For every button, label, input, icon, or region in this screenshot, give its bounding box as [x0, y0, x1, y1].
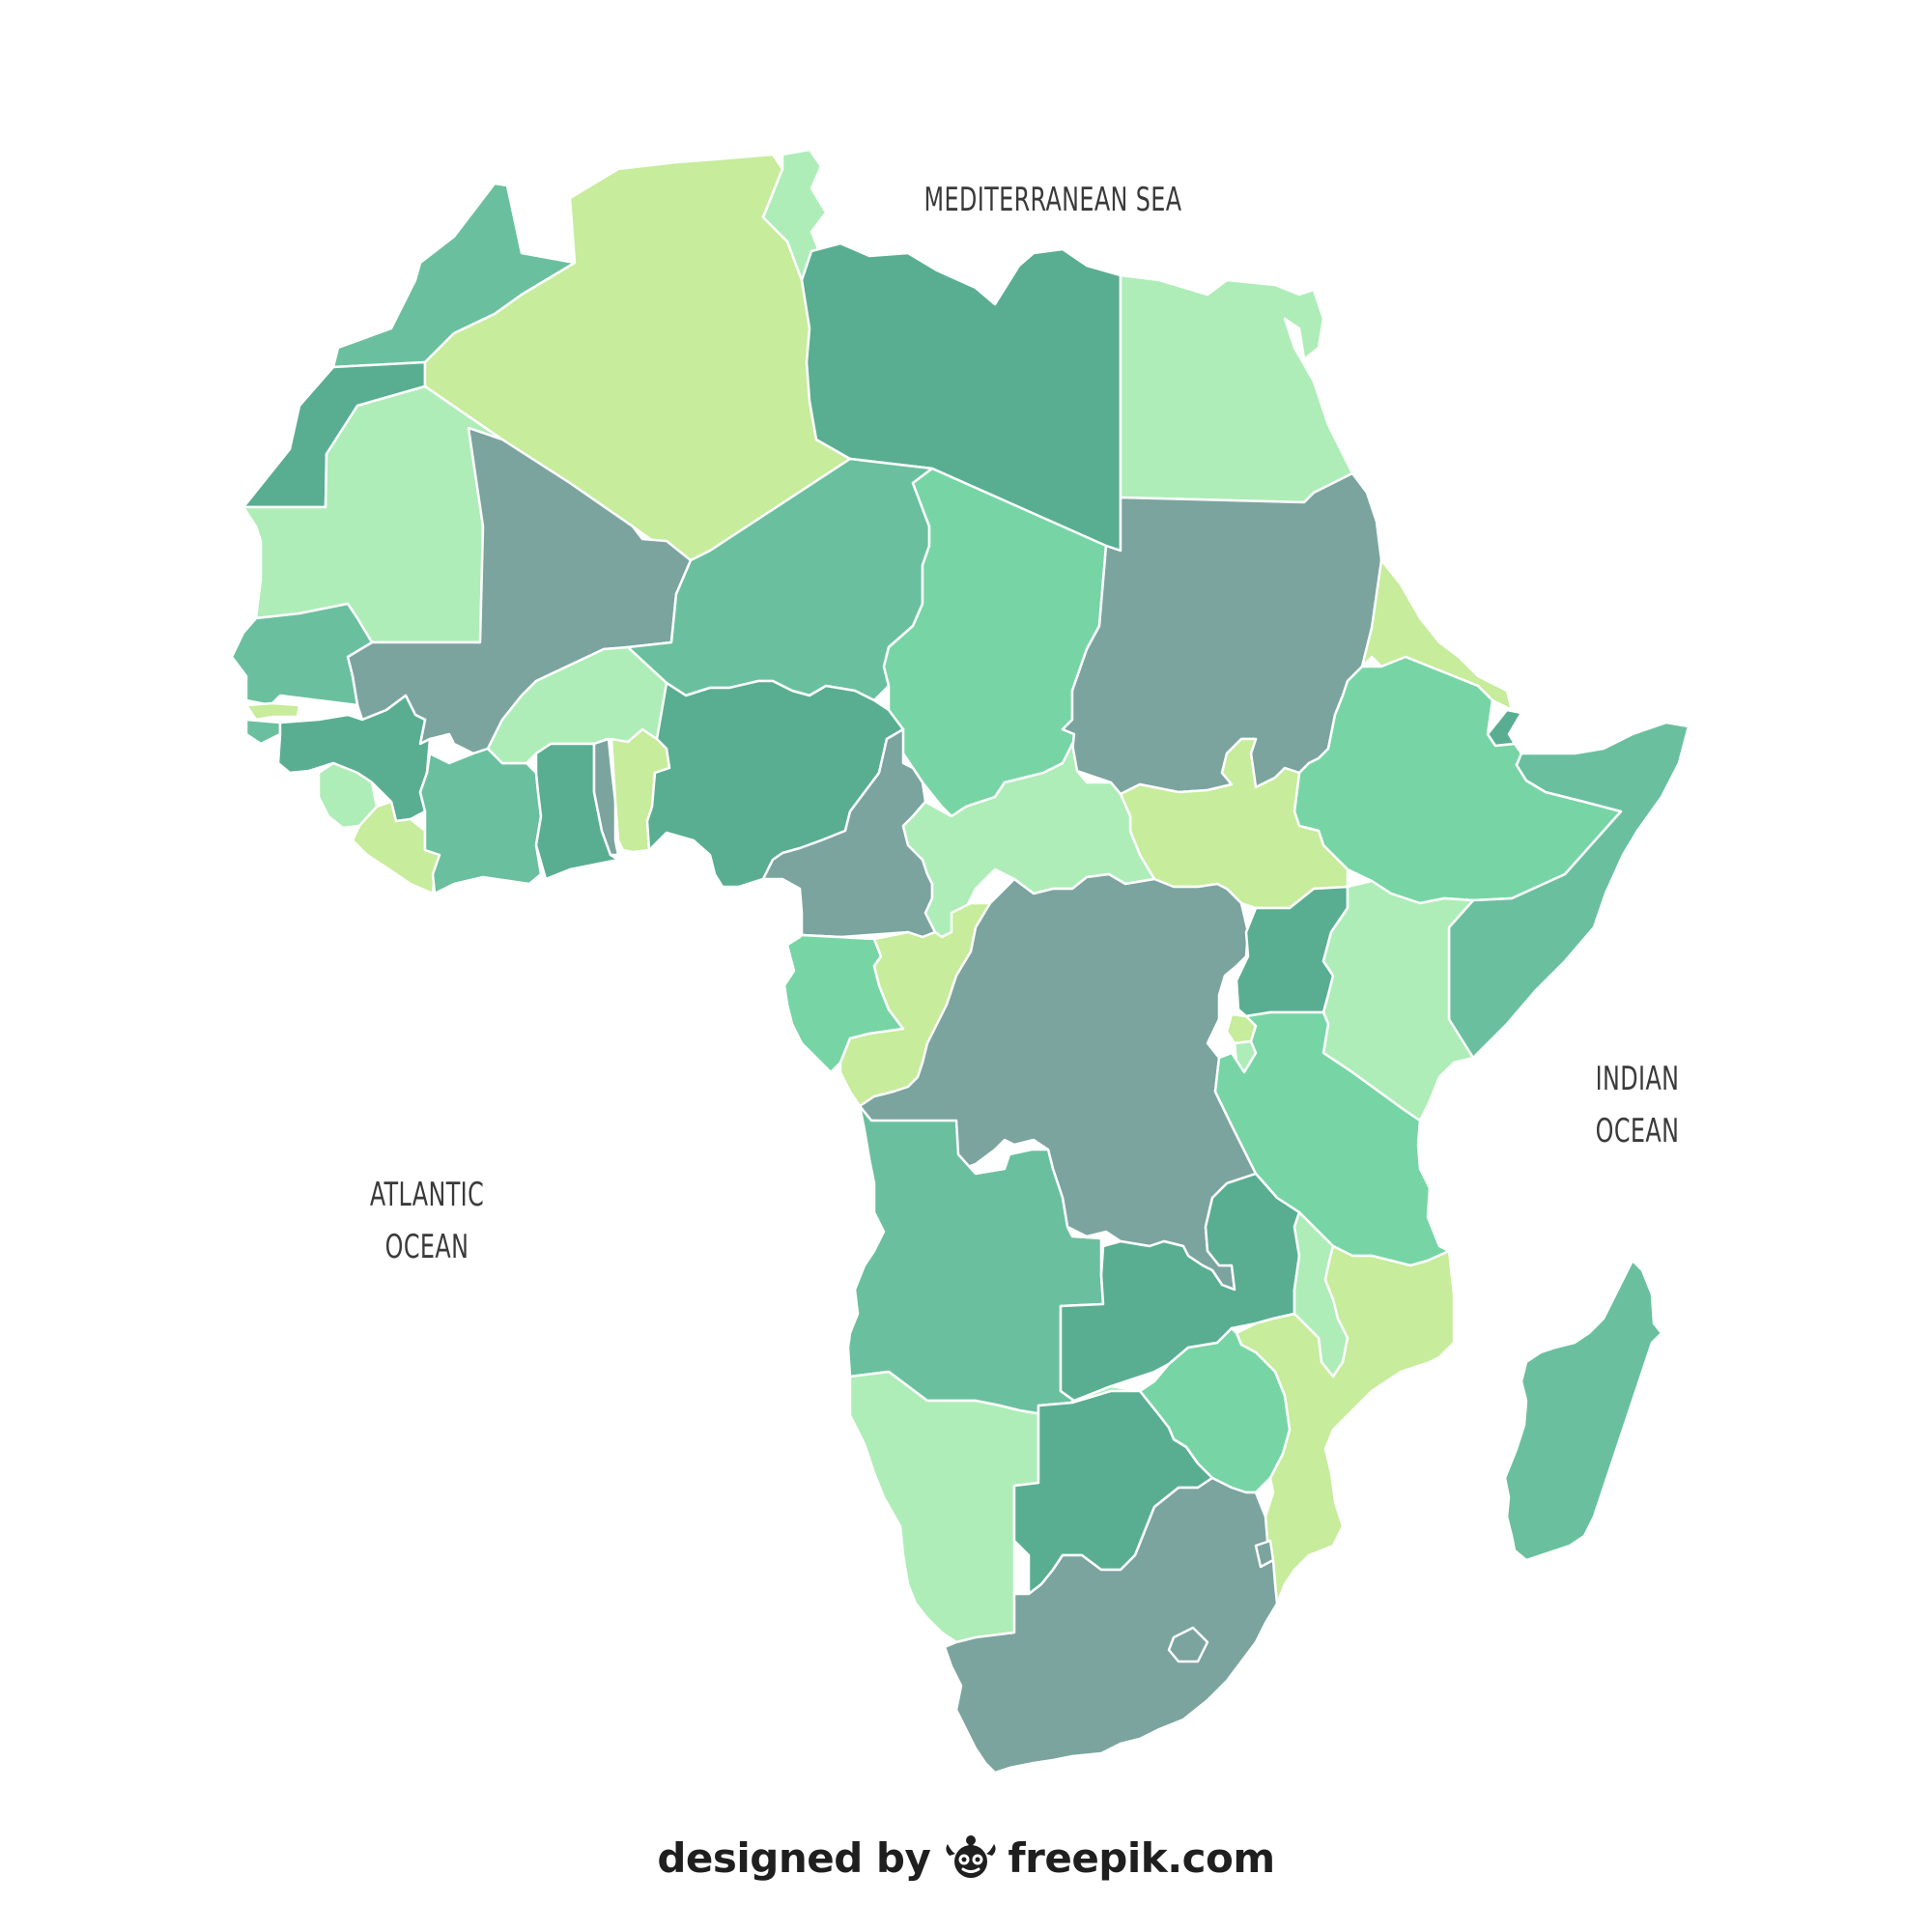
indian-ocean-line2: OCEAN — [1595, 1112, 1680, 1151]
country-namibia — [848, 1370, 1142, 1644]
attribution-credit: designed by freepik.com — [0, 1831, 1932, 1885]
country-togo — [592, 737, 620, 857]
country-cote-divoire — [418, 747, 543, 895]
atlantic-ocean-line1: ATLANTIC — [369, 1176, 485, 1214]
country-lesotho — [1167, 1626, 1209, 1663]
country-south-africa — [943, 1476, 1279, 1775]
country-egypt — [1119, 273, 1354, 504]
atlantic-ocean-label: ATLANTIC OCEAN — [329, 1169, 526, 1273]
atlantic-ocean-line2: OCEAN — [384, 1228, 469, 1266]
indian-ocean-line1: INDIAN — [1595, 1060, 1680, 1098]
country-senegal — [230, 602, 374, 707]
country-eswatini — [1254, 1539, 1275, 1569]
country-libya — [800, 242, 1122, 553]
credit-prefix: designed by — [657, 1833, 931, 1882]
credit-brand: freepik.com — [1008, 1833, 1275, 1882]
indian-ocean-label: INDIAN OCEAN — [1540, 1053, 1736, 1157]
country-madagascar — [1503, 1259, 1663, 1562]
mediterranean-sea-text: MEDITERRANEAN SEA — [923, 181, 1182, 219]
freepik-logo-icon — [946, 1835, 996, 1878]
country-somalia — [1447, 721, 1690, 1060]
country-mauritania — [242, 384, 504, 644]
country-guinea-bissau — [244, 718, 282, 746]
country-gambia — [244, 701, 301, 722]
country-kenya — [1321, 879, 1475, 1122]
mediterranean-sea-label: MEDITERRANEAN SEA — [902, 174, 1204, 226]
attribution-link[interactable]: designed by freepik.com — [657, 1831, 1275, 1885]
